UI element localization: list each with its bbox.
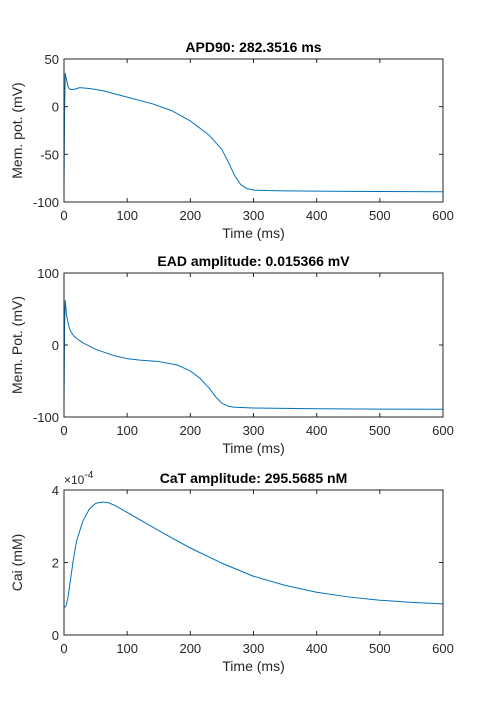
series-line-3-1: [63, 501, 444, 609]
y-tick-label: -50: [40, 147, 59, 162]
x-tick-label: 200: [179, 423, 201, 438]
x-tick-label: 0: [60, 423, 67, 438]
x-tick-label: 300: [243, 423, 265, 438]
y-tick-label: 4: [52, 483, 59, 498]
y-tick-label: -100: [33, 195, 59, 210]
x-tick-label: 100: [116, 641, 138, 656]
x-tick-label: 300: [243, 208, 265, 223]
x-tick-label: 100: [116, 208, 138, 223]
subplot-1: 0 100 200 300 400 500 600 -100 -50 0 50 APD90: 282.…: [9, 39, 454, 241]
x-axis-label: Time (ms): [222, 658, 284, 674]
y-tick-label: 0: [52, 100, 59, 115]
x-tick-label: 500: [369, 641, 391, 656]
x-tick-label: 500: [369, 208, 391, 223]
y-tick-label: 2: [52, 556, 59, 571]
chart-title: EAD amplitude: 0.015366 mV: [157, 253, 350, 269]
y-exponent-label: ×10-4: [64, 470, 94, 487]
x-axis-label: Time (ms): [222, 225, 284, 241]
x-tick-label: 200: [179, 208, 201, 223]
axes-frame: [63, 58, 444, 203]
x-tick-label: 300: [243, 641, 265, 656]
y-tick-label: -100: [33, 410, 59, 425]
series-line-1-1: [63, 72, 444, 193]
x-tick-label: 400: [306, 208, 328, 223]
y-tick-label: 0: [52, 628, 59, 643]
y-tick-label: 0: [52, 338, 59, 353]
x-tick-label: 100: [116, 423, 138, 438]
x-tick-label: 0: [60, 208, 67, 223]
axes-frame: [63, 272, 444, 418]
subplot-3: 0 100 200 300 400 500 600 0 2 4 CaT amplitude: 295…: [9, 470, 454, 674]
x-tick-label: 400: [306, 641, 328, 656]
x-tick-label: 500: [369, 423, 391, 438]
x-tick-label: 400: [306, 423, 328, 438]
x-axis-label: Time (ms): [222, 440, 284, 456]
x-tick-label: 600: [432, 208, 454, 223]
y-tick-label: 100: [37, 266, 59, 281]
chart-title: CaT amplitude: 295.5685 nM: [160, 470, 348, 486]
x-tick-label: 600: [432, 641, 454, 656]
x-tick-label: 0: [60, 641, 67, 656]
x-tick-label: 200: [179, 641, 201, 656]
chart-title: APD90: 282.3516 ms: [185, 39, 321, 55]
y-axis-label: Mem. Pot. (mV): [9, 296, 25, 394]
y-axis-label: Cai (mM): [9, 534, 25, 592]
x-tick-label: 600: [432, 423, 454, 438]
y-tick-label: 50: [45, 52, 59, 67]
axes-frame: [63, 489, 444, 636]
series-line-2-1: [63, 299, 444, 410]
y-axis-label: Mem. pot. (mV): [9, 82, 25, 178]
